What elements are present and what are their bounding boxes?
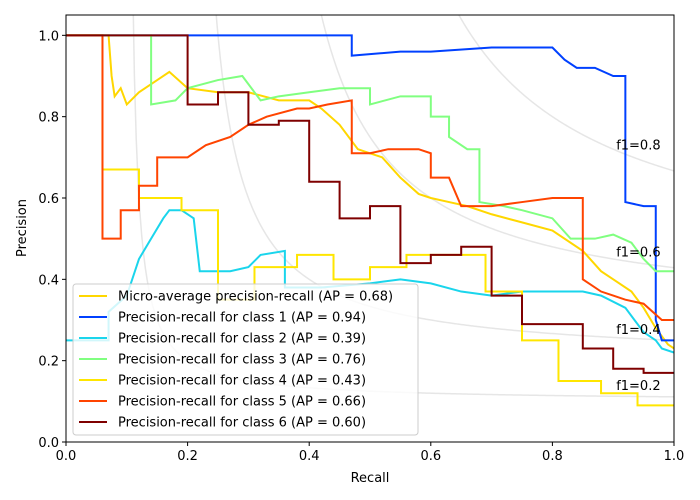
x-axis-label: Recall [351,471,390,486]
iso-f1-label: f1=0.8 [616,139,660,154]
iso-f1-label: f1=0.2 [616,379,660,394]
y-tick-label: 0.4 [38,273,59,288]
y-axis-ticks: 0.0 0.2 0.4 0.6 0.8 1.0 [38,29,66,451]
legend-label: Precision-recall for class 1 (AP = 0.94) [118,311,366,326]
y-tick-label: 0.0 [38,436,59,451]
x-tick-label: 0.4 [299,449,320,464]
x-tick-label: 0.8 [542,449,563,464]
y-tick-label: 0.2 [38,355,59,370]
y-tick-label: 0.6 [38,192,59,207]
legend: Micro-average precision-recall (AP = 0.6… [72,283,419,436]
iso-f1-curve [320,15,674,269]
series-line [66,34,674,342]
series-line [66,34,674,273]
legend-label: Precision-recall for class 6 (AP = 0.60) [118,416,366,431]
iso-f1-curve [215,15,674,342]
series-line [66,34,674,407]
series-line [66,209,674,354]
plot-frame [65,14,675,443]
iso-f1-labels: f1=0.2 f1=0.4 f1=0.6 f1=0.8 [616,139,660,394]
x-tick-label: 1.0 [664,449,685,464]
legend-label: Precision-recall for class 4 (AP = 0.43) [118,374,366,389]
x-axis-ticks: 0.0 0.2 0.4 0.6 0.8 1.0 [56,442,685,464]
y-tick-label: 1.0 [38,29,59,44]
legend-label: Micro-average precision-recall (AP = 0.6… [118,290,393,305]
series-line [66,34,674,374]
legend-label: Precision-recall for class 5 (AP = 0.66) [118,395,366,410]
legend-frame [72,283,419,436]
iso-f1-curve [458,15,674,172]
series-lines [66,34,674,407]
legend-label: Precision-recall for class 3 (AP = 0.76) [118,353,366,368]
iso-f1-label: f1=0.6 [616,246,660,261]
x-tick-label: 0.6 [420,449,441,464]
iso-f1-label: f1=0.4 [616,323,660,338]
legend-label: Precision-recall for class 2 (AP = 0.39) [118,332,366,347]
x-tick-label: 0.2 [177,449,198,464]
series-line [66,34,674,321]
y-axis-label: Precision [15,199,30,257]
y-tick-label: 0.8 [38,111,59,126]
x-tick-label: 0.0 [56,449,77,464]
